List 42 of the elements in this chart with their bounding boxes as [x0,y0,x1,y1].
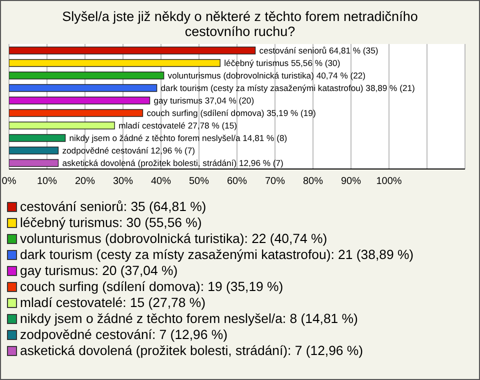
bar [9,122,115,130]
data-label: cestování seniorů 64,81 % (35) [259,46,378,56]
data-label: couch surfing (sdílení domova) 35,19 % (19) [146,108,316,118]
data-label: léčebný turismus 55,56 % (30) [224,58,340,68]
text: volunturismus (dobrovolnická turistika): 22 (40,74 %) [20,231,328,247]
bar [9,109,144,117]
x-tick-label: 50% [188,176,210,188]
text: gay turismus: 20 (37,04 %) [20,263,178,279]
bar [9,59,220,67]
x-tick-label: 10% [36,176,58,188]
bar [9,96,150,104]
x-tick-label: 100% [376,176,402,188]
data-label: volunturismus (dobrovolnická turistika) 40,74 % (22) [168,70,366,80]
x-tick-label: 40% [150,176,172,188]
data-label: dark tourism (cesty za místy zasaženými katastrofou) 38,89 % (21) [160,83,415,93]
data-label: zodpovědné cestování 12,96 % (7) [62,146,196,156]
bar [9,134,66,142]
data-label: nikdy jsem o žádné z těchto forem neslyšel/a 14,81 % (8) [69,133,288,143]
x-tick-label: 80% [302,176,324,188]
x-tick-label: 60% [226,176,248,188]
bar [9,46,256,54]
x-tick-label: 90% [340,176,362,188]
x-tick-label: 70% [264,176,286,188]
bar [9,146,59,154]
data-label: mladí cestovatelé 27,78 % (15) [118,120,238,130]
bar [9,72,164,80]
bar [9,84,158,92]
data-label: asketická dovolená (prožitek bolesti, strádání) 12,96 % (7) [62,158,284,168]
text: asketická dovolená (prožitek bolesti, strádání): 7 (12,96 %) [20,343,364,359]
chart-title: Slyšel/a jste již někdy o některé z těchto forem netradičního cestovního ruchu? [61,8,419,41]
text: zodpovědné cestování: 7 (12,96 %) [20,327,228,343]
x-tick-label: 30% [112,176,134,188]
bar [9,159,59,167]
text: couch surfing (sdílení domova): 19 (35,19 %) [20,279,284,295]
x-tick-label: 20% [74,176,96,188]
text: cestování seniorů: 35 (64,81 %) [20,199,206,215]
x-tick-label: 0% [2,176,16,188]
text: nikdy jsem o žádné z těchto forem neslyšel/a: 8 (14,81 %) [20,311,358,327]
text: léčebný turismus: 30 (55,56 %) [20,215,202,231]
data-label: gay turismus 37,04 % (20) [154,96,254,106]
text: dark tourism (cesty za místy zasaženými katastrofou): 21 (38,89 %) [20,247,414,263]
text: mladí cestovatelé: 15 (27,78 %) [20,295,206,311]
